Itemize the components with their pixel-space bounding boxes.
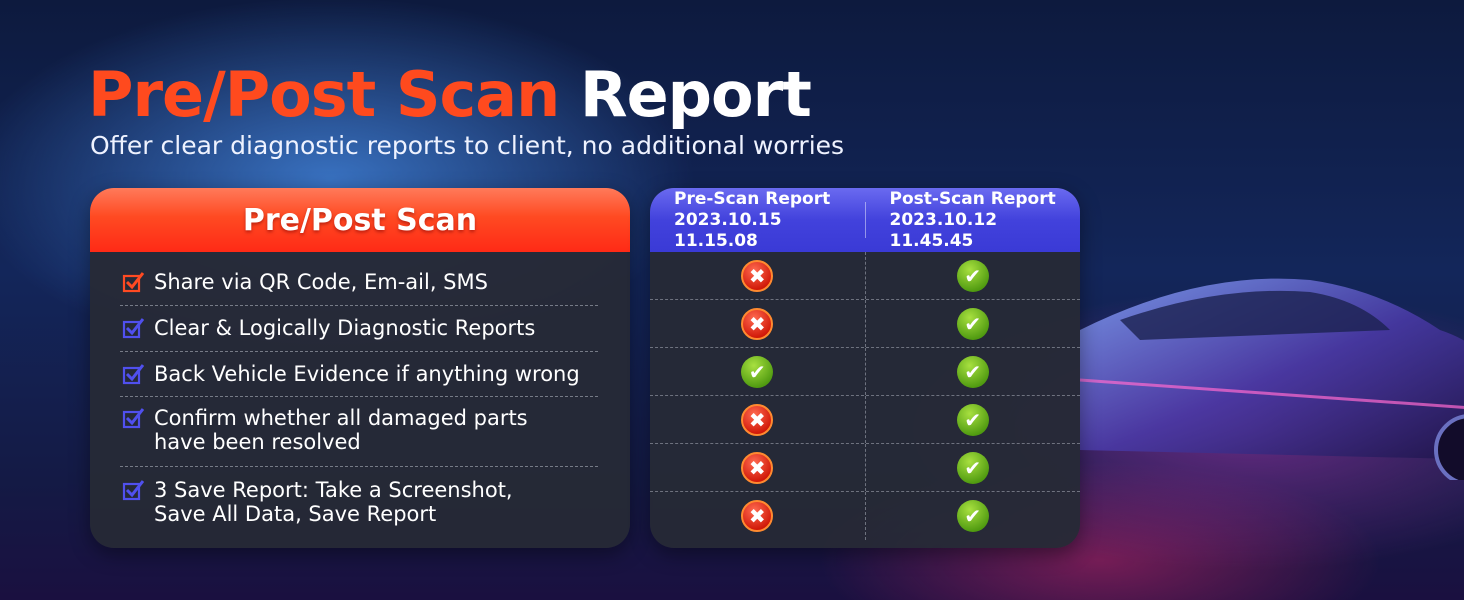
column-timestamp: 2023.10.15 11.15.08 bbox=[674, 209, 782, 251]
comparison-cell: ✔ bbox=[864, 492, 1081, 540]
comparison-card: Pre-Scan Report 2023.10.15 11.15.08 Post-… bbox=[650, 188, 1080, 548]
divider bbox=[120, 466, 598, 467]
comparison-cell: ✔ bbox=[864, 396, 1081, 443]
divider bbox=[120, 305, 598, 306]
cross-icon: ✖ bbox=[741, 403, 774, 436]
comparison-cell: ✔ bbox=[864, 444, 1081, 491]
subtitle: Offer clear diagnostic reports to client… bbox=[90, 131, 845, 160]
comparison-cell: ✖ bbox=[650, 492, 865, 540]
comparison-cell: ✔ bbox=[864, 348, 1081, 395]
car-image bbox=[1080, 278, 1464, 480]
cross-icon: ✖ bbox=[741, 451, 774, 484]
comparison-cell: ✔ bbox=[650, 348, 865, 395]
feature-text: Clear & Logically Diagnostic Reports bbox=[154, 316, 535, 340]
comparison-cell: ✖ bbox=[650, 252, 865, 299]
checkbox-icon bbox=[122, 364, 144, 385]
feature-text: Confirm whether all damaged parts have be… bbox=[154, 406, 528, 454]
feature-line: Clear & Logically Diagnostic Reports bbox=[154, 316, 536, 340]
divider bbox=[120, 396, 598, 397]
title-highlight: Pre/Post Scan bbox=[88, 58, 560, 131]
comparison-grid: ✖ ✔ ✖ ✔ ✔ ✔ ✖ ✔ ✖ ✔ ✖ ✔ bbox=[650, 252, 1080, 548]
checkbox-icon bbox=[122, 318, 144, 339]
feature-text: Share via QR Code, Em-ail, SMS bbox=[154, 270, 488, 294]
column-label: Pre-Scan Report bbox=[674, 188, 831, 209]
title-rest: Report bbox=[579, 58, 812, 131]
check-icon: ✔ bbox=[956, 355, 989, 388]
feature-item: Back Vehicle Evidence if anything wrong bbox=[122, 362, 580, 386]
feature-text: Back Vehicle Evidence if anything wrong bbox=[154, 362, 580, 386]
feature-line: 3 Save Report: Take a Screenshot, bbox=[154, 478, 513, 502]
feature-item: Share via QR Code, Em-ail, SMS bbox=[122, 270, 488, 294]
comparison-row: ✖ ✔ bbox=[650, 492, 1080, 540]
checkbox-icon bbox=[122, 480, 144, 501]
check-icon: ✔ bbox=[956, 259, 989, 292]
comparison-row: ✖ ✔ bbox=[650, 252, 1080, 300]
comparison-row: ✔ ✔ bbox=[650, 348, 1080, 396]
checkbox-icon bbox=[122, 408, 144, 429]
feature-item: Clear & Logically Diagnostic Reports bbox=[122, 316, 535, 340]
checkbox-icon bbox=[122, 272, 144, 293]
column-label: Post-Scan Report bbox=[889, 188, 1056, 209]
pre-scan-column-header: Pre-Scan Report 2023.10.15 11.15.08 bbox=[650, 188, 865, 252]
feature-line: Confirm whether all damaged parts bbox=[154, 406, 528, 430]
comparison-cell: ✖ bbox=[650, 396, 865, 443]
cross-icon: ✖ bbox=[741, 307, 774, 340]
check-icon: ✔ bbox=[956, 451, 989, 484]
cross-icon: ✖ bbox=[741, 500, 774, 532]
comparison-cell: ✖ bbox=[650, 444, 865, 491]
post-scan-column-header: Post-Scan Report 2023.10.12 11.45.45 bbox=[864, 189, 1081, 251]
comparison-cell: ✔ bbox=[864, 252, 1081, 299]
column-timestamp: 2023.10.12 11.45.45 bbox=[889, 209, 998, 251]
feature-item: 3 Save Report: Take a Screenshot, Save Al… bbox=[122, 478, 513, 526]
features-header: Pre/Post Scan bbox=[90, 188, 630, 252]
feature-line: Save All Data, Save Report bbox=[154, 502, 437, 526]
feature-text: 3 Save Report: Take a Screenshot, Save Al… bbox=[154, 478, 513, 526]
feature-line: Back Vehicle Evidence if anything wrong bbox=[154, 362, 580, 386]
comparison-cell: ✖ bbox=[650, 300, 865, 347]
feature-line: have been resolved bbox=[154, 430, 361, 454]
divider bbox=[120, 351, 598, 352]
check-icon: ✔ bbox=[956, 500, 989, 532]
comparison-row: ✖ ✔ bbox=[650, 396, 1080, 444]
features-card: Pre/Post Scan Share via QR Code, Em-ail,… bbox=[90, 188, 630, 548]
feature-item: Confirm whether all damaged parts have be… bbox=[122, 406, 528, 454]
check-icon: ✔ bbox=[741, 355, 774, 388]
comparison-row: ✖ ✔ bbox=[650, 444, 1080, 492]
page-title: Pre/Post Scan Report bbox=[88, 58, 812, 131]
comparison-header: Pre-Scan Report 2023.10.15 11.15.08 Post-… bbox=[650, 188, 1080, 252]
comparison-row: ✖ ✔ bbox=[650, 300, 1080, 348]
check-icon: ✔ bbox=[956, 403, 989, 436]
feature-line: Share via QR Code, Em-ail, SMS bbox=[154, 270, 488, 294]
cross-icon: ✖ bbox=[741, 259, 774, 292]
check-icon: ✔ bbox=[956, 307, 989, 340]
comparison-cell: ✔ bbox=[864, 300, 1081, 347]
